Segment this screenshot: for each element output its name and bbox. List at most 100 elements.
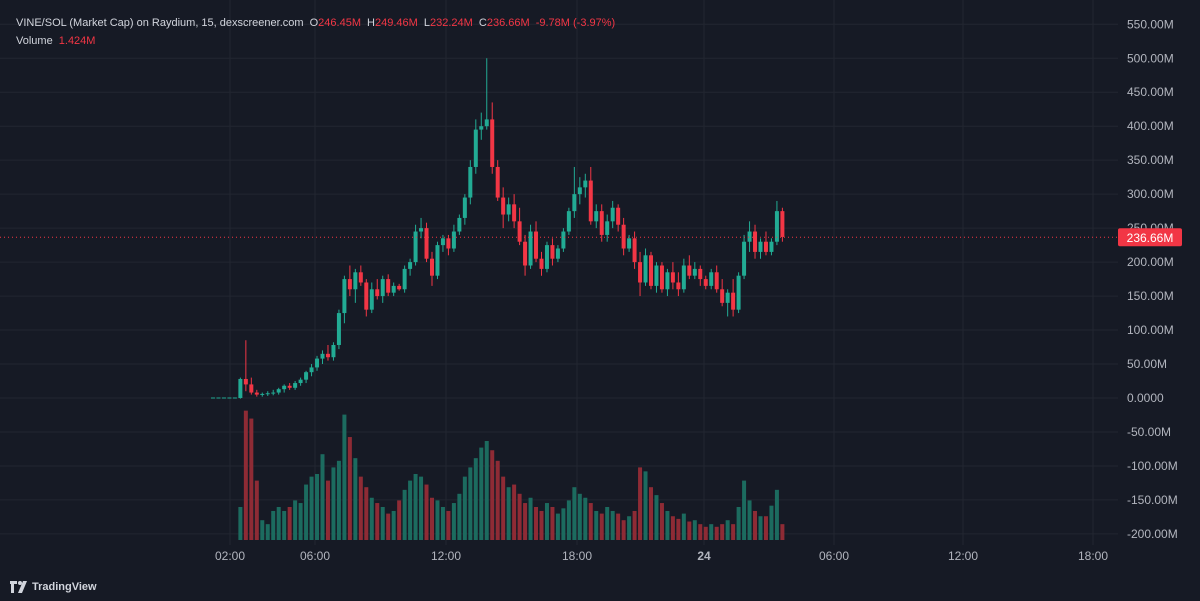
- volume-bar: [364, 487, 369, 540]
- candle-body: [769, 241, 774, 252]
- volume-bar: [325, 480, 330, 540]
- candle-body: [451, 231, 456, 249]
- candle-body: [709, 272, 714, 286]
- volume-bar: [753, 510, 758, 540]
- volume-bar: [380, 507, 385, 540]
- candle-body: [731, 292, 736, 310]
- volume-bar: [402, 489, 407, 540]
- y-axis-tick-label: 200.00M: [1127, 255, 1174, 269]
- volume-bar: [490, 450, 495, 540]
- candle-body: [325, 353, 330, 358]
- volume-bar: [254, 480, 259, 540]
- candle-body: [243, 378, 248, 385]
- candle-body: [572, 194, 577, 212]
- volume-bar: [555, 513, 560, 540]
- x-axis-tick-label: 24: [697, 549, 711, 563]
- candle-body: [670, 272, 675, 283]
- candle-body: [523, 241, 528, 266]
- volume-bar: [293, 500, 298, 540]
- candle-body: [380, 279, 385, 297]
- volume-bar: [610, 510, 615, 540]
- volume-bar: [484, 441, 489, 540]
- volume-bar: [528, 497, 533, 540]
- volume-bar: [709, 524, 714, 540]
- volume-bar: [539, 510, 544, 540]
- volume-bar: [238, 507, 243, 540]
- volume-bar: [446, 510, 451, 540]
- y-axis-tick-label: 50.00M: [1127, 357, 1167, 371]
- candle-body: [369, 289, 374, 310]
- candle-body: [659, 265, 664, 290]
- volume-bar: [358, 476, 363, 540]
- candle-body: [457, 217, 462, 232]
- candle-body: [479, 126, 484, 130]
- candle-body: [632, 238, 637, 263]
- candle-body: [424, 228, 429, 259]
- volume-bar: [550, 507, 555, 540]
- tradingview-branding[interactable]: TradingView: [10, 581, 97, 593]
- candle-body: [495, 166, 500, 198]
- volume-bar: [572, 487, 577, 540]
- volume-bar: [534, 507, 539, 540]
- volume-bar: [561, 508, 566, 540]
- candle-body: [654, 265, 659, 286]
- candle-body: [238, 378, 243, 398]
- volume-bar: [413, 474, 418, 540]
- volume-bar: [468, 467, 473, 540]
- volume-bar: [260, 520, 265, 540]
- candle-body: [309, 367, 314, 373]
- candle-body: [692, 268, 697, 276]
- candle-body: [555, 248, 560, 259]
- volume-bar: [331, 467, 336, 540]
- candle-body: [610, 207, 615, 222]
- volume-bar: [287, 507, 292, 540]
- volume-bar: [544, 503, 549, 540]
- candle-body: [577, 187, 582, 195]
- candle-body: [638, 262, 643, 283]
- y-axis-tick-label: -150.00M: [1127, 493, 1178, 507]
- candle-body: [665, 272, 670, 290]
- candle-body: [413, 231, 418, 263]
- candle-body: [725, 292, 730, 303]
- volume-bar: [419, 476, 424, 540]
- volume-bar: [336, 460, 341, 540]
- low-label: L: [423, 17, 430, 29]
- volume-bar: [451, 503, 456, 540]
- open-value: 246.45M: [318, 17, 361, 29]
- volume-bar: [698, 524, 703, 540]
- volume-bar: [654, 495, 659, 540]
- candle-body: [534, 231, 539, 259]
- volume-bar: [391, 510, 396, 540]
- volume-bar: [309, 476, 314, 540]
- candle-body: [566, 211, 571, 232]
- candle-body: [681, 265, 686, 290]
- candle-body: [446, 238, 451, 249]
- candle-body: [293, 383, 298, 388]
- candle-body: [506, 204, 511, 215]
- x-axis-tick-label: 18:00: [562, 549, 592, 563]
- chart-legend: VINE/SOL (Market Cap) on Raydium, 15, de…: [16, 14, 618, 50]
- volume-bar: [742, 480, 747, 540]
- candle-body: [391, 285, 396, 293]
- candle-body: [780, 211, 785, 237]
- candle-body: [298, 379, 303, 384]
- candle-body: [265, 393, 270, 395]
- x-axis-tick-label: 06:00: [819, 549, 849, 563]
- candle-body: [331, 344, 336, 358]
- last-price-label: 236.66M: [1127, 231, 1174, 245]
- symbol-title: VINE/SOL (Market Cap) on Raydium, 15, de…: [16, 17, 304, 29]
- candle-body: [649, 255, 653, 286]
- volume-bar: [315, 474, 320, 540]
- volume-bar: [243, 410, 248, 540]
- volume-bar: [714, 526, 719, 540]
- x-axis-tick-label: 18:00: [1078, 549, 1108, 563]
- volume-bar: [353, 458, 358, 540]
- low-value: 232.24M: [430, 17, 473, 29]
- volume-value: 1.424M: [58, 35, 96, 47]
- candle-body: [353, 272, 358, 290]
- candle-body: [364, 282, 369, 310]
- volume-bar: [747, 500, 752, 540]
- open-label: O: [309, 17, 319, 29]
